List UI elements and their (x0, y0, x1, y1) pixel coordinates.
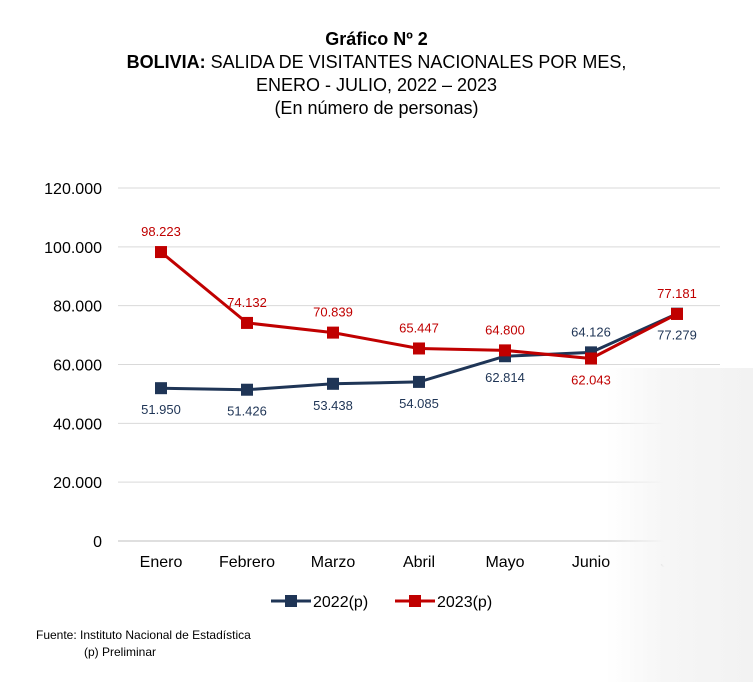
data-label-2022p: 77.279 (657, 328, 697, 343)
data-point-2023p (499, 344, 511, 357)
y-tick-label: 80.000 (53, 299, 102, 316)
page-edge-shadow (606, 368, 753, 682)
line-chart: 0 20.000 40.000 60.000 80.000 100.000 120.000 E… (44, 181, 720, 611)
data-label-2022p: 62.814 (485, 370, 525, 385)
chart-subtitle-line: BOLIVIA: SALIDA DE VISITANTES NACIONALES… (0, 51, 753, 74)
x-tick-label: Enero (140, 554, 183, 571)
data-label-2023p: 74.132 (227, 295, 267, 310)
data-label-2023p: 65.447 (399, 320, 439, 335)
source-note: Fuente: Instituto Nacional de Estadístic… (36, 627, 251, 661)
preliminary-note: (p) Preliminar (84, 645, 157, 659)
chart-subtitle-text: SALIDA DE VISITANTES NACIONALES POR MES, (205, 52, 627, 72)
chart-period: ENERO - JULIO, 2022 – 2023 (255, 75, 498, 95)
chart-subtitle-country: BOLIVIA: (126, 52, 206, 72)
y-tick-label: 100.000 (44, 240, 102, 257)
data-point-2023p (241, 316, 253, 329)
data-point-2022p (327, 377, 339, 390)
y-tick-label: 0 (93, 534, 102, 551)
data-label-2022p: 53.438 (313, 398, 353, 413)
data-label-2022p: 51.950 (141, 402, 181, 417)
legend-marker-2022p (285, 595, 297, 607)
x-tick-label: Abril (403, 554, 435, 571)
data-label-2022p: 51.426 (227, 404, 267, 419)
legend-label-2023p: 2023(p) (437, 594, 492, 611)
y-tick-label: 40.000 (53, 416, 102, 433)
data-point-2023p (671, 307, 683, 320)
data-point-2023p (413, 342, 425, 355)
chart-title: Gráfico Nº 2 (325, 29, 428, 49)
x-tick-label: Junio (572, 554, 610, 571)
data-point-2023p (155, 246, 167, 259)
legend-label-2022p: 2022(p) (313, 594, 368, 611)
legend-marker-2023p (409, 595, 421, 607)
x-tick-label: Febrero (219, 554, 275, 571)
data-label-2023p: 98.223 (141, 224, 181, 239)
data-point-2023p (585, 352, 597, 365)
y-tick-label: 20.000 (53, 475, 102, 492)
data-point-2023p (327, 326, 339, 339)
data-point-2022p (241, 383, 253, 396)
chart-units: (En número de personas) (274, 98, 479, 118)
data-label-2022p: 64.126 (571, 324, 611, 339)
data-label-2023p: 77.181 (657, 286, 697, 301)
source-text: Fuente: Instituto Nacional de Estadístic… (36, 628, 251, 642)
data-point-2022p (413, 375, 425, 388)
data-label-2022p: 54.085 (399, 396, 439, 411)
x-tick-label: Marzo (311, 554, 356, 571)
y-tick-label: 60.000 (53, 358, 102, 375)
data-label-2023p: 62.043 (571, 372, 611, 387)
data-label-2023p: 70.839 (313, 305, 353, 320)
data-point-2022p (155, 382, 167, 395)
y-tick-label: 120.000 (44, 181, 102, 198)
x-tick-label: Mayo (485, 554, 524, 571)
chart-title-block: Gráfico Nº 2 BOLIVIA: SALIDA DE VISITANT… (0, 28, 753, 120)
data-label-2023p: 64.800 (485, 322, 525, 337)
